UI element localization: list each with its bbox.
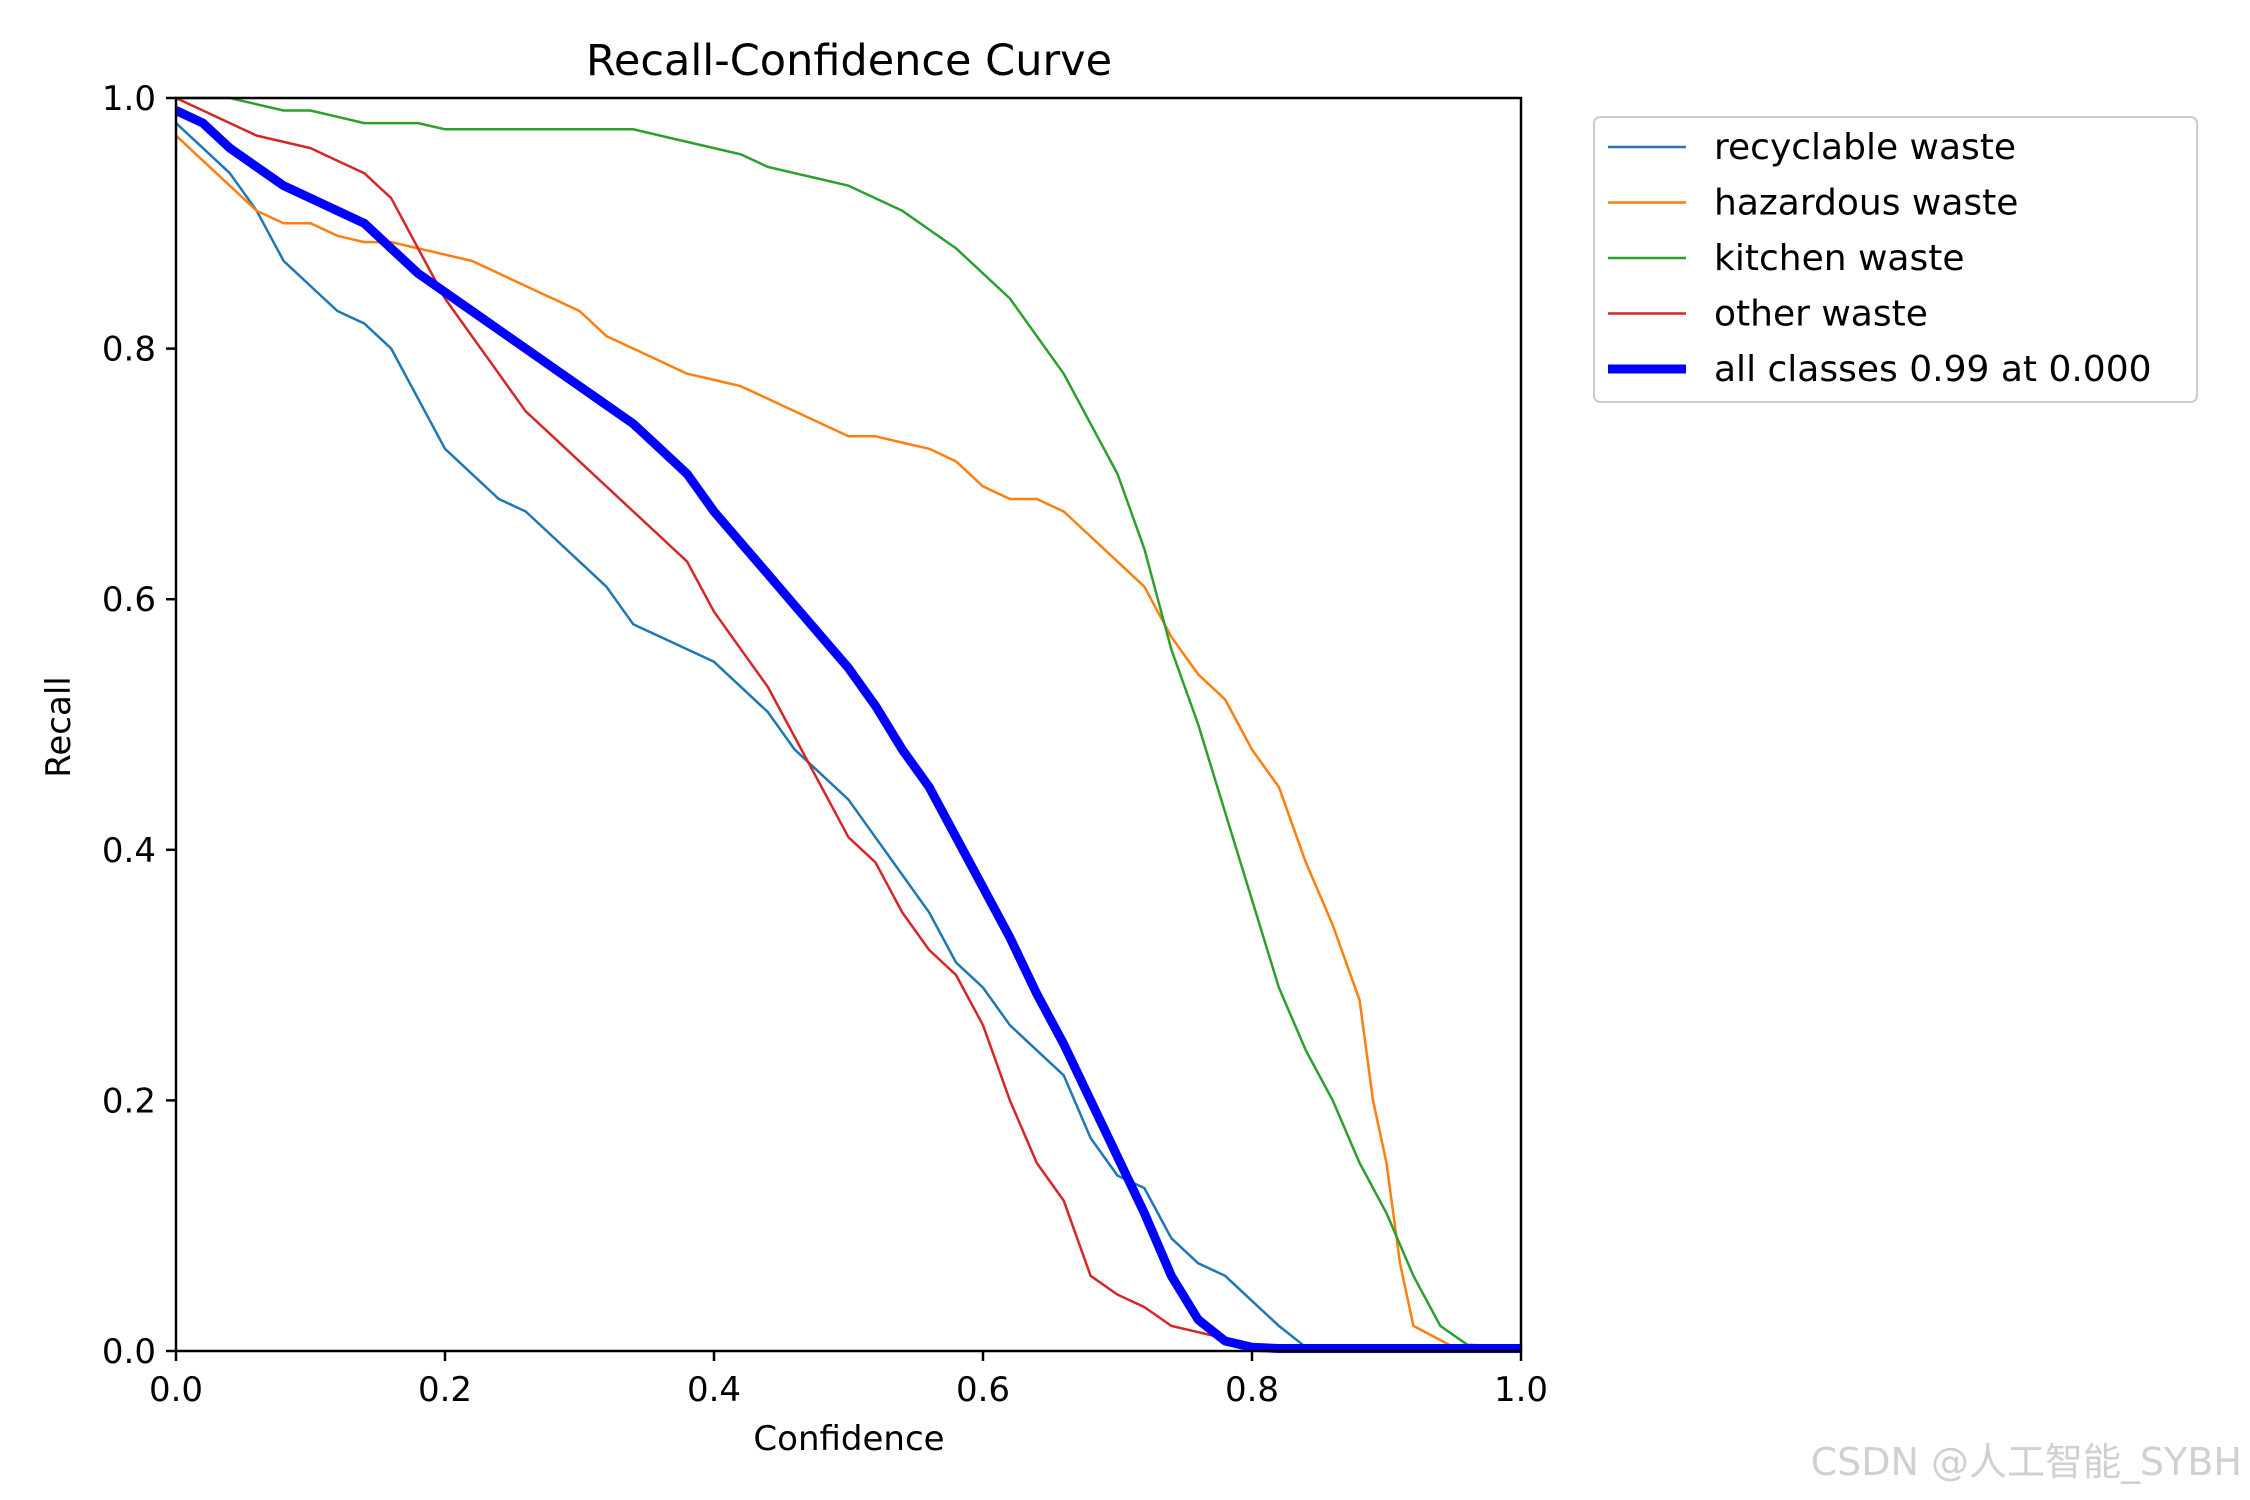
watermark: CSDN @人工智能_SYBH (1810, 1440, 2242, 1484)
series-line-all-classes-0-99-at-0-000 (176, 106, 1521, 1353)
series-line-kitchen-waste (176, 96, 1521, 1349)
y-tick-label: 0.8 (102, 330, 156, 370)
y-tick-label: 1.0 (102, 79, 156, 119)
y-tick-label: 0.2 (102, 1081, 156, 1121)
plot-frame (174, 96, 1523, 1353)
x-tick-label: 1.0 (1494, 1370, 1548, 1410)
legend-label: other waste (1714, 294, 1928, 335)
legend-label: recyclable waste (1714, 127, 2016, 168)
legend: recyclable waste hazardous waste kitchen w… (1593, 116, 2198, 403)
x-tick-label: 0.8 (1225, 1370, 1279, 1410)
x-axis: 0.0 0.2 0.4 0.6 0.8 1.0 (149, 1351, 1548, 1410)
y-tick-label: 0.0 (102, 1332, 156, 1372)
legend-label: all classes 0.99 at 0.000 (1714, 349, 2152, 390)
x-tick-label: 0.6 (956, 1370, 1010, 1410)
series-line-hazardous-waste (176, 134, 1521, 1349)
legend-box (1593, 116, 2198, 403)
series-line-other-waste (176, 96, 1521, 1349)
series-layer (176, 96, 1521, 1353)
y-tick-label: 0.4 (102, 831, 156, 871)
x-axis-label: Confidence (753, 1419, 944, 1459)
chart-title: Recall-Confidence Curve (586, 36, 1112, 86)
x-tick-label: 0.2 (418, 1370, 472, 1410)
y-tick-label: 0.6 (102, 580, 156, 620)
x-tick-label: 0.0 (149, 1370, 203, 1410)
legend-label: hazardous waste (1714, 183, 2018, 224)
y-axis: 0.0 0.2 0.4 0.6 0.8 1.0 (102, 79, 176, 1372)
legend-label: kitchen waste (1714, 238, 1965, 279)
y-axis-label: Recall (39, 676, 79, 777)
x-tick-label: 0.4 (687, 1370, 741, 1410)
series-line-recyclable-waste (176, 121, 1334, 1349)
